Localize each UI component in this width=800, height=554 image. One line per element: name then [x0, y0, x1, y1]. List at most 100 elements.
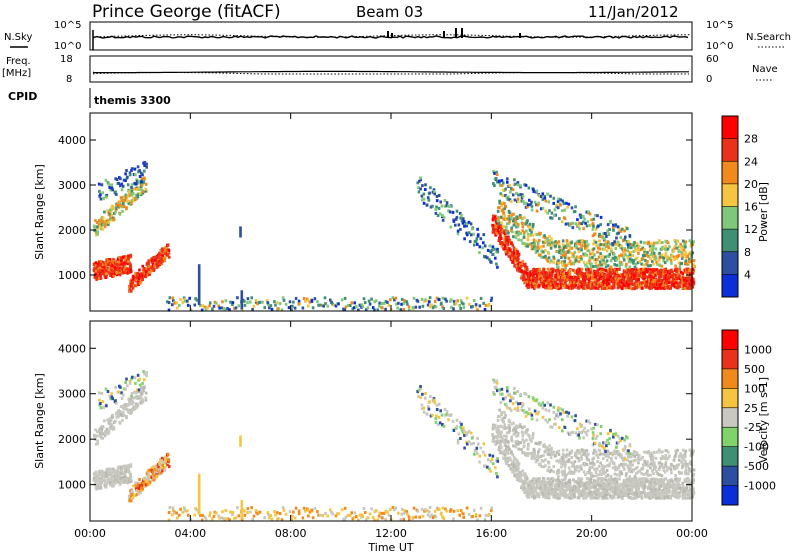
- power-echo: [99, 225, 102, 229]
- power-echo: [573, 285, 576, 289]
- velocity-echo: [156, 463, 160, 467]
- power-echo: [561, 276, 564, 280]
- power-echo: [596, 265, 599, 269]
- power-echo: [684, 250, 687, 254]
- velocity-echo: [590, 491, 593, 494]
- power-echo: [609, 273, 612, 277]
- velocity-echo: [157, 465, 160, 469]
- power-echo: [132, 277, 135, 281]
- power-echo: [612, 252, 616, 256]
- power-echo: [560, 267, 564, 271]
- velocity-echo: [563, 477, 567, 481]
- power-echo: [506, 197, 510, 201]
- velocity-echo: [496, 459, 500, 463]
- power-echo: [450, 305, 453, 309]
- power-echo: [137, 179, 141, 183]
- velocity-echo: [266, 511, 270, 515]
- velocity-echo: [546, 494, 549, 497]
- power-echo: [682, 244, 685, 248]
- velocity-echo: [128, 380, 132, 383]
- velocity-echo: [421, 392, 424, 396]
- power-scatter-layer: [92, 160, 696, 312]
- power-echo: [556, 267, 560, 271]
- velocity-echo: [503, 456, 507, 460]
- power-echo: [639, 273, 642, 277]
- velocity-echo: [317, 513, 320, 517]
- power-echo: [507, 209, 511, 213]
- power-echo: [445, 299, 448, 303]
- velocity-echo: [128, 471, 131, 475]
- velocity-echo: [107, 432, 110, 436]
- velocity-echo: [512, 470, 516, 474]
- power-echo: [590, 223, 593, 227]
- power-echo: [124, 265, 127, 269]
- power-echo: [426, 303, 430, 307]
- power-echo: [266, 301, 270, 305]
- power-echo: [376, 308, 379, 312]
- power-echo: [692, 240, 695, 244]
- power-echo: [644, 258, 647, 262]
- power-echo: [685, 276, 689, 280]
- power-echo: [455, 215, 459, 219]
- velocity-echo: [98, 428, 101, 432]
- power-echo: [586, 261, 590, 265]
- velocity-echo: [512, 467, 516, 471]
- power-echo: [571, 276, 575, 279]
- power-echo: [683, 243, 687, 247]
- velocity-echo: [571, 487, 574, 491]
- velocity-echo: [381, 516, 384, 520]
- velocity-echo: [535, 481, 538, 485]
- velocity-echo: [377, 514, 381, 518]
- velocity-echo: [366, 516, 370, 520]
- power-echo: [678, 277, 682, 281]
- power-echo: [546, 211, 549, 215]
- power-echo: [118, 273, 122, 277]
- power-echo: [536, 267, 540, 271]
- velocity-echo: [598, 493, 602, 497]
- power-echo: [640, 267, 643, 271]
- power-echo: [134, 284, 137, 288]
- velocity-echo: [506, 451, 510, 455]
- power-echo: [599, 215, 603, 219]
- power-echo: [656, 241, 659, 245]
- velocity-echo: [321, 514, 325, 518]
- nsearch-trace: [92, 34, 690, 38]
- power-echo: [529, 271, 533, 275]
- velocity-echo: [268, 516, 271, 520]
- power-echo: [664, 251, 668, 255]
- power-echo: [129, 279, 132, 283]
- power-echo: [111, 264, 114, 268]
- power-echo: [486, 248, 490, 252]
- power-echo: [501, 201, 505, 205]
- velocity-echo: [110, 395, 114, 399]
- velocity-echo: [540, 486, 543, 490]
- velocity-echo: [560, 488, 564, 492]
- velocity-echo: [102, 432, 105, 436]
- power-echo: [596, 269, 600, 273]
- power-echo: [519, 216, 522, 220]
- power-echo: [649, 253, 652, 257]
- power-echo: [555, 286, 558, 290]
- power-echo: [550, 211, 554, 215]
- power-echo: [574, 258, 578, 262]
- power-echo: [500, 183, 504, 187]
- power-echo: [503, 214, 506, 218]
- power-echo: [138, 274, 142, 278]
- power-echo: [494, 225, 498, 229]
- power-echo: [208, 301, 212, 305]
- velocity-echo: [133, 376, 137, 380]
- power-echo: [495, 173, 499, 176]
- velocity-echo: [547, 491, 551, 495]
- power-echo: [455, 209, 459, 213]
- velocity-echo: [435, 408, 439, 411]
- power-echo: [662, 256, 665, 260]
- nsearch-bottom-tick: 10^0: [706, 41, 733, 52]
- power-echo: [122, 178, 126, 182]
- power-echo: [602, 232, 605, 236]
- power-echo: [658, 277, 661, 281]
- velocity-echo: [589, 477, 593, 481]
- power-echo: [502, 181, 505, 185]
- nsky-label: N.Sky: [4, 32, 32, 43]
- power-echo: [645, 253, 649, 257]
- power-echo: [482, 301, 485, 305]
